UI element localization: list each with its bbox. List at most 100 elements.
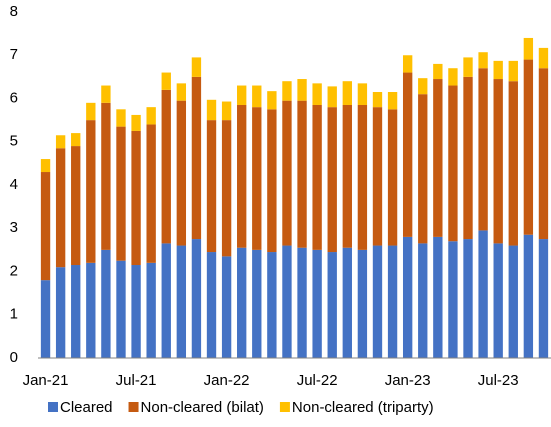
y-tick-label: 3	[10, 219, 18, 236]
bar-segment	[146, 262, 156, 358]
bar-segment	[508, 60, 518, 82]
bar-segment	[237, 104, 247, 248]
bar-segment	[402, 236, 413, 358]
y-tick-label: 6	[10, 89, 18, 106]
bar-segment	[463, 239, 473, 358]
bar-segment	[493, 79, 503, 244]
bar-segment	[282, 245, 292, 358]
y-tick-label: 0	[10, 349, 18, 366]
bar-segment	[221, 101, 232, 121]
bar-segment	[327, 86, 337, 108]
legend-swatch	[128, 402, 139, 412]
legend-swatch	[279, 402, 290, 412]
bar-segment	[252, 107, 262, 250]
bar-segment	[387, 109, 398, 246]
legend-label: Cleared	[60, 399, 113, 416]
bar-segment	[86, 262, 96, 358]
bar-segment	[463, 57, 473, 77]
bar-segment	[448, 85, 458, 242]
bar-segment	[55, 135, 66, 149]
bar-segment	[402, 55, 413, 73]
bar-segment	[206, 99, 217, 121]
bar-segment	[146, 107, 156, 125]
bar-segment	[523, 37, 534, 60]
bar-segment	[493, 243, 503, 358]
bar-segment	[312, 249, 322, 358]
x-tick-label: Jul-23	[478, 372, 519, 389]
bar-segment	[206, 120, 217, 253]
x-tick-label: Jul-22	[297, 372, 338, 389]
bar-segment	[221, 256, 232, 358]
bar-segment	[282, 100, 292, 246]
bar-segment	[40, 159, 51, 173]
bar-segment	[523, 234, 534, 358]
legend-label: Non-cleared (triparty)	[292, 399, 434, 416]
bar-segment	[448, 241, 458, 358]
bar-segment	[40, 280, 51, 358]
bar-segment	[116, 126, 126, 261]
bar-segment	[131, 265, 141, 358]
bar-segment	[418, 243, 428, 358]
bar-segment	[372, 92, 383, 108]
bar-segment	[191, 76, 202, 240]
bar-segment	[433, 236, 443, 358]
bar-segment	[297, 100, 307, 248]
bar-segment	[357, 249, 368, 358]
bar-segment	[327, 107, 337, 253]
x-tick-label: Jan-21	[23, 372, 69, 389]
bar-segment	[282, 81, 292, 101]
bar-segment	[71, 146, 81, 266]
bar-segment	[387, 245, 398, 358]
bar-segment	[478, 230, 488, 358]
bar-segment	[116, 109, 126, 127]
bar-segment	[327, 252, 337, 358]
bar-segment	[478, 68, 488, 231]
bar-segment	[342, 104, 352, 248]
bar-segment	[252, 85, 262, 108]
bar-segment	[312, 83, 322, 105]
bar-segment	[402, 72, 413, 237]
bar-segment	[161, 89, 171, 244]
x-tick-label: Jan-23	[385, 372, 431, 389]
bar-segment	[221, 120, 232, 257]
bar-segment	[342, 247, 352, 358]
bar-segment	[372, 107, 383, 246]
bar-segment	[40, 172, 51, 281]
bar-segment	[131, 114, 141, 131]
bar-segment	[357, 83, 368, 105]
bar-segment	[538, 239, 549, 358]
bar-segment	[478, 52, 488, 69]
bar-segment	[523, 59, 534, 235]
bar-segment	[267, 109, 277, 253]
bar-segment	[146, 124, 156, 263]
legend-label: Non-cleared (bilat)	[141, 399, 264, 416]
bar-segment	[176, 83, 187, 101]
bar-segment	[55, 148, 66, 268]
bar-segment	[71, 265, 81, 358]
bar-segment	[538, 68, 549, 240]
bar-segment	[237, 85, 247, 105]
bar-segment	[191, 57, 202, 77]
bar-segment	[508, 245, 518, 358]
y-tick-label: 4	[10, 176, 18, 193]
x-tick-label: Jul-21	[116, 372, 157, 389]
bar-segment	[448, 68, 458, 86]
bar-segment	[176, 100, 187, 246]
bar-segment	[161, 72, 171, 90]
bar-segment	[101, 249, 111, 358]
bar-segment	[252, 249, 262, 358]
bar-segment	[493, 60, 503, 80]
legend-swatch	[48, 402, 58, 412]
bar-segment	[176, 245, 187, 358]
bar-segment	[372, 245, 383, 358]
bar-segment	[86, 102, 96, 121]
y-tick-label: 8	[10, 3, 18, 20]
bar-segment	[101, 102, 111, 250]
y-tick-label: 2	[10, 262, 18, 279]
bar-segment	[508, 81, 518, 246]
bar-segment	[297, 247, 307, 358]
bar-segment	[237, 247, 247, 358]
bar-segment	[342, 81, 352, 105]
